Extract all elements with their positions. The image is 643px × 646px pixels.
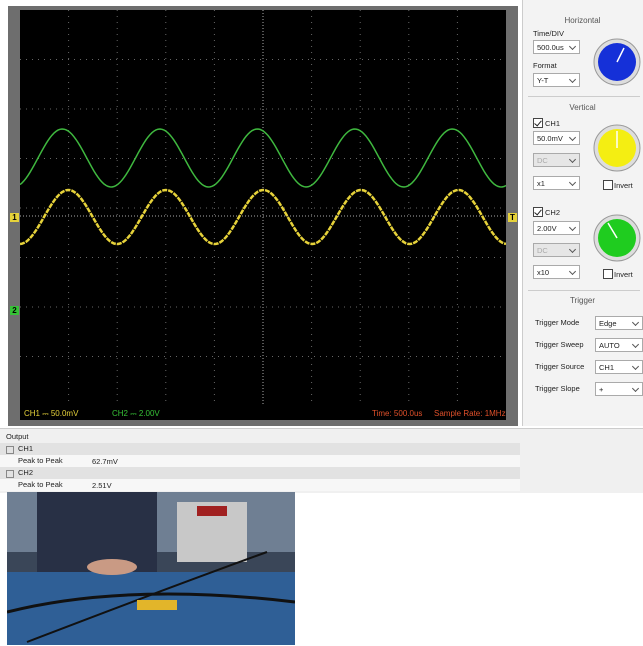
output-group-row: CH1: [0, 443, 520, 455]
horizontal-knob[interactable]: [594, 39, 640, 85]
trigger-row-select[interactable]: CH1: [595, 360, 643, 374]
output-title: Output: [6, 432, 29, 441]
status-ch2: CH2 ⎓ 2.00V: [112, 409, 160, 419]
ch1-marker: 1: [10, 213, 19, 222]
output-group-row: CH2: [0, 467, 520, 479]
trigger-row-select[interactable]: Edge: [595, 316, 643, 330]
output-measure-row: Peak to Peak: [0, 455, 520, 467]
separator: [528, 290, 640, 291]
status-time: Time: 500.0us: [372, 409, 422, 418]
output-value: 2.51V: [92, 481, 112, 490]
collapse-icon[interactable]: [6, 446, 14, 454]
trigger-row-select[interactable]: +: [595, 382, 643, 396]
trigger-row-label: Trigger Mode: [535, 318, 579, 327]
trigger-row-label: Trigger Sweep: [535, 340, 584, 349]
trigger-marker: T: [508, 213, 517, 222]
video-feed: [7, 492, 295, 645]
scope-screen: [20, 10, 506, 406]
output-measure-row: Peak to Peak: [0, 479, 520, 491]
status-sample-rate: Sample Rate: 1MHz: [434, 409, 506, 418]
ch1-knob[interactable]: [594, 125, 640, 171]
collapse-icon[interactable]: [6, 470, 14, 478]
trigger-row-label: Trigger Source: [535, 362, 584, 371]
ch2-knob[interactable]: [594, 215, 640, 261]
trigger-title: Trigger: [522, 296, 643, 305]
knobs: [522, 30, 643, 310]
trigger-row-select[interactable]: AUTO: [595, 338, 643, 352]
trigger-row-label: Trigger Slope: [535, 384, 580, 393]
output-value: 62.7mV: [92, 457, 118, 466]
ch2-marker: 2: [10, 306, 19, 315]
app: CH1 ⎓ 50.0mV CH2 ⎓ 2.00V Time: 500.0us S…: [0, 0, 643, 646]
status-ch1: CH1 ⎓ 50.0mV: [24, 409, 78, 419]
horizontal-title: Horizontal: [522, 16, 643, 25]
